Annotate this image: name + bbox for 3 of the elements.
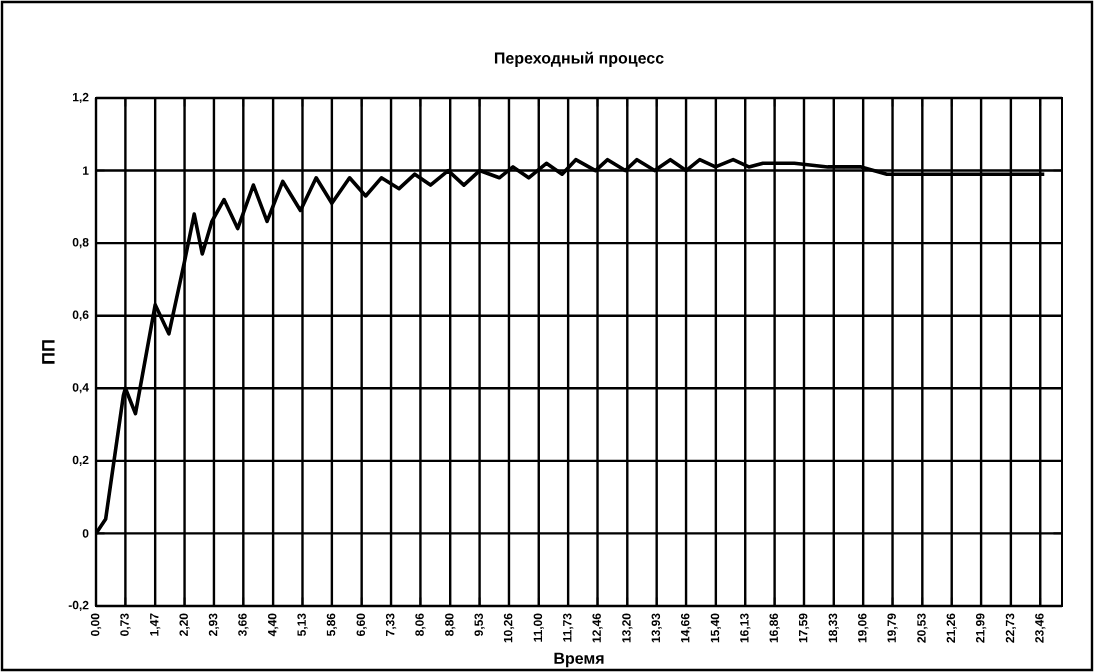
- x-axis-title: Время: [554, 652, 604, 668]
- chart-title: Переходный процесс: [494, 51, 664, 67]
- y-axis-title: ПП: [42, 340, 55, 364]
